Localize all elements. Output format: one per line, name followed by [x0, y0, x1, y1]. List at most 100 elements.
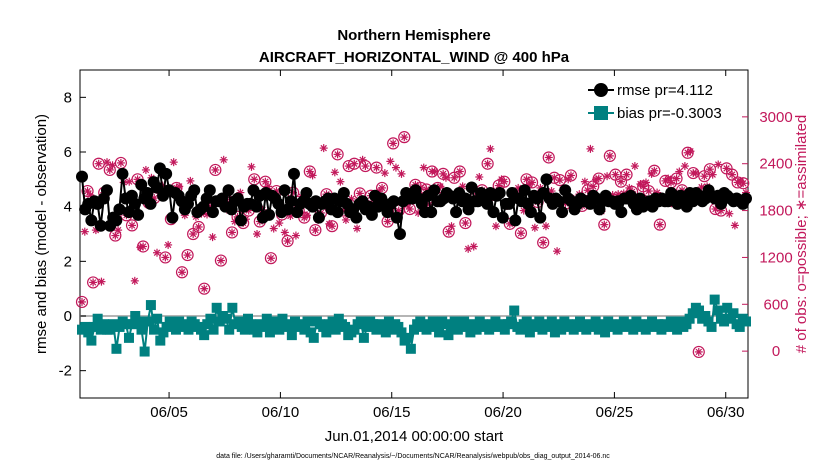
- obs-possible-marker: [514, 227, 528, 240]
- obs-possible-marker: [225, 226, 239, 239]
- obs-possible-marker: [175, 266, 189, 279]
- obs-assimilated-marker: [319, 144, 328, 153]
- bias-point: [170, 324, 181, 335]
- bias-point: [725, 313, 736, 324]
- bias-point: [108, 319, 119, 330]
- obs-possible-marker: [81, 184, 94, 198]
- y-right-tick-label: 3000: [759, 109, 792, 126]
- bias-point: [499, 324, 510, 335]
- bias-point: [199, 330, 210, 341]
- bias-point: [130, 311, 141, 321]
- bias-point: [440, 319, 451, 330]
- obs-assimilated-marker: [358, 155, 367, 164]
- obs-assimilated-marker: [164, 240, 173, 249]
- obs-possible-marker: [87, 276, 100, 289]
- obs-assimilated-marker: [644, 187, 653, 196]
- bias-point: [703, 316, 714, 327]
- bias-point: [305, 327, 316, 338]
- rmse-point: [715, 197, 728, 210]
- bias-point: [158, 327, 169, 338]
- obs-assimilated-marker: [311, 226, 320, 235]
- bias-point: [211, 302, 222, 313]
- bias-point: [80, 321, 91, 332]
- bias-point: [383, 316, 394, 327]
- bias-point: [214, 316, 225, 327]
- obs-assimilated-marker: [361, 162, 370, 171]
- rmse-point: [487, 206, 500, 219]
- obs-assimilated-marker: [216, 256, 225, 265]
- legend-bias-label: bias pr=-0.3003: [617, 105, 722, 122]
- obs-assimilated-marker: [586, 144, 595, 153]
- x-tick-label: 06/20: [484, 404, 522, 421]
- bias-point: [556, 324, 567, 335]
- obs-possible-marker: [214, 254, 228, 267]
- bias-point: [92, 313, 103, 324]
- rmse-point: [100, 184, 113, 197]
- rmse-point: [250, 200, 263, 213]
- bias-point: [330, 324, 341, 335]
- rmse-point: [524, 206, 537, 219]
- rmse-point: [509, 214, 522, 227]
- bias-point: [318, 321, 329, 332]
- bias-point: [161, 321, 172, 332]
- obs-possible-marker: [553, 174, 566, 187]
- bias-point: [402, 332, 413, 343]
- obs-assimilated-marker: [219, 155, 228, 164]
- obs-assimilated-marker: [522, 175, 531, 184]
- obs-possible-marker: [681, 146, 694, 159]
- legend-bias-marker: [594, 106, 608, 120]
- y-tick-label: 2: [64, 253, 72, 270]
- bias-point: [111, 343, 122, 354]
- obs-assimilated-marker: [469, 242, 478, 251]
- rmse-point: [85, 214, 98, 227]
- rmse-point: [540, 173, 553, 186]
- obs-assimilated-marker: [308, 171, 317, 180]
- y-tick-label: 0: [64, 308, 72, 325]
- obs-assimilated-marker: [253, 230, 262, 238]
- obs-assimilated-marker: [691, 169, 700, 178]
- rmse-point: [110, 214, 123, 227]
- obs-assimilated-marker: [539, 238, 548, 247]
- obs-assimilated-marker: [108, 161, 117, 170]
- rmse-point: [144, 197, 157, 210]
- rmse-point: [534, 211, 547, 224]
- x-tick-label: 06/15: [373, 404, 411, 421]
- bias-point: [149, 324, 160, 335]
- obs-assimilated-marker: [389, 139, 398, 148]
- bias-point: [647, 316, 658, 327]
- bias-point: [299, 324, 310, 335]
- x-tick-label: 06/30: [707, 404, 745, 421]
- bias-point: [581, 324, 592, 335]
- obs-assimilated-marker: [419, 163, 428, 172]
- obs-possible-marker: [653, 218, 666, 231]
- rmse-point: [132, 208, 145, 221]
- obs-assimilated-marker: [589, 182, 598, 191]
- bias-point: [521, 316, 532, 327]
- bias-point: [396, 327, 407, 338]
- bias-point: [349, 324, 360, 335]
- legend-rmse-marker: [594, 83, 608, 97]
- obs-assimilated-marker: [725, 209, 734, 218]
- bias-point: [105, 324, 116, 335]
- bias-point: [596, 319, 607, 330]
- obs-assimilated-marker: [125, 177, 134, 186]
- bias-point: [333, 313, 344, 324]
- bias-point: [327, 316, 338, 327]
- bias-point: [618, 316, 629, 327]
- obs-assimilated-marker: [680, 162, 689, 171]
- bias-point: [362, 321, 373, 332]
- obs-possible-marker: [398, 131, 411, 144]
- bias-point: [83, 327, 94, 338]
- rmse-point: [222, 184, 235, 197]
- rmse-point: [552, 195, 565, 208]
- rmse-point: [740, 192, 752, 205]
- bias-point: [120, 319, 131, 330]
- bias-point: [252, 327, 263, 338]
- obs-assimilated-marker: [89, 278, 98, 287]
- obs-assimilated-marker: [714, 160, 723, 169]
- obs-assimilated-marker: [666, 178, 675, 187]
- bias-point: [452, 324, 463, 335]
- bias-point: [722, 302, 733, 313]
- bias-point: [625, 319, 636, 330]
- y-right-tick-label: 1200: [759, 249, 792, 266]
